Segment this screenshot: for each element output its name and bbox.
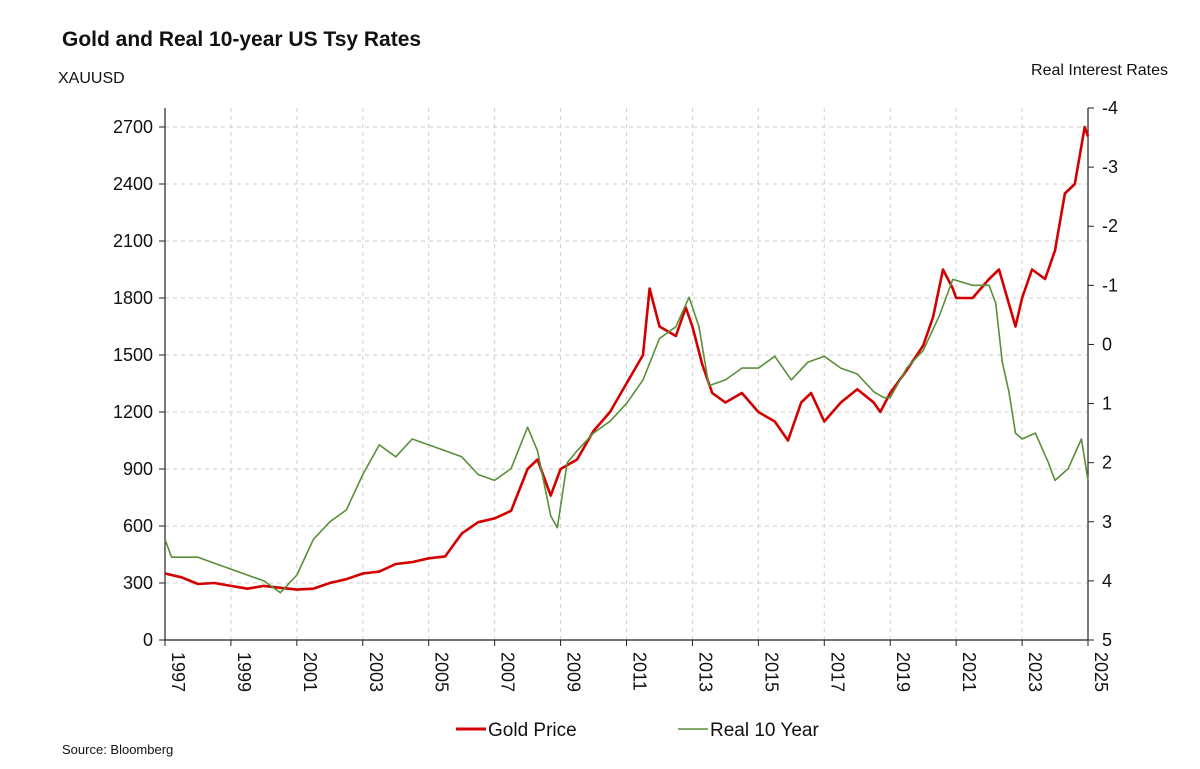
right-tick-label: -3 [1102, 157, 1118, 177]
x-tick-label: 2021 [959, 652, 979, 692]
right-tick-label: 1 [1102, 394, 1112, 414]
x-tick-label: 2015 [761, 652, 781, 692]
right-tick-label: -2 [1102, 216, 1118, 236]
right-tick-label: -1 [1102, 275, 1118, 295]
left-tick-label: 1800 [113, 288, 153, 308]
x-tick-label: 2009 [564, 652, 584, 692]
gold-price-line [164, 125, 1090, 591]
right-tick-label: 4 [1102, 571, 1112, 591]
source-note: Source: Bloomberg [62, 742, 174, 757]
x-tick-label: 2011 [630, 652, 650, 691]
x-tick-label: 2017 [827, 652, 847, 692]
x-tick-label: 2007 [498, 652, 518, 692]
left-tick-label: 600 [123, 516, 153, 536]
x-tick-label: 2001 [300, 652, 320, 692]
left-tick-label: 900 [123, 459, 153, 479]
legend-real-label: Real 10 Year [710, 720, 819, 741]
right-tick-label: -4 [1102, 98, 1118, 118]
x-tick-label: 2013 [695, 652, 715, 692]
legend-gold-label: Gold Price [488, 720, 577, 741]
left-tick-label: 1200 [113, 402, 153, 422]
right-tick-label: 5 [1102, 630, 1112, 650]
x-tick-label: 2005 [432, 652, 452, 692]
right-tick-label: 3 [1102, 512, 1112, 532]
real-10-year-line [164, 278, 1089, 594]
left-tick-label: 0 [143, 630, 153, 650]
left-tick-label: 1500 [113, 345, 153, 365]
right-tick-label: 0 [1102, 334, 1112, 354]
left-tick-label: 2100 [113, 231, 153, 251]
x-tick-label: 2025 [1091, 652, 1111, 692]
x-tick-label: 1997 [168, 652, 188, 692]
x-tick-label: 2003 [366, 652, 386, 692]
x-tick-label: 2023 [1025, 652, 1045, 692]
left-tick-label: 300 [123, 573, 153, 593]
x-tick-label: 1999 [234, 652, 254, 692]
chart-title: Gold and Real 10-year US Tsy Rates [62, 28, 422, 51]
right-axis-label: Real Interest Rates [1031, 62, 1168, 79]
left-axis-label: XAUUSD [58, 70, 125, 87]
right-tick-label: 2 [1102, 453, 1112, 473]
left-tick-label: 2700 [113, 117, 153, 137]
x-tick-label: 2019 [893, 652, 913, 692]
left-tick-label: 2400 [113, 174, 153, 194]
